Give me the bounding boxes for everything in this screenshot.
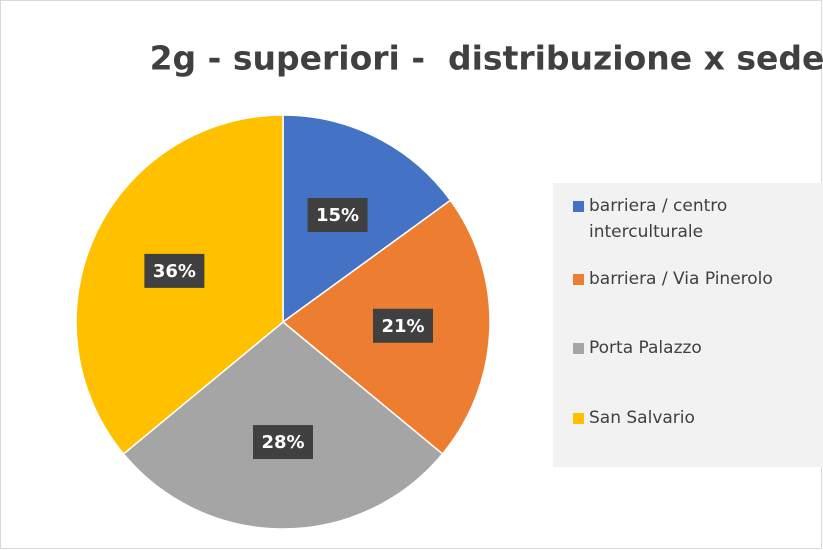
legend-label: San Salvario (589, 408, 695, 428)
data-label-box (373, 308, 434, 343)
legend-swatch (573, 413, 584, 424)
legend-item: San Salvario (573, 405, 823, 431)
legend-item: Porta Palazzo (573, 335, 823, 361)
data-label: 15% (316, 205, 359, 226)
chart-title: 2g - superiori - distribuzione x sede (150, 39, 823, 78)
data-label-box (307, 198, 368, 233)
legend: barriera / centro interculturale barriera… (553, 183, 823, 467)
data-label-box (144, 253, 205, 288)
legend-label: barriera / centro interculturale (589, 196, 728, 242)
legend-label: barriera / Via Pinerolo (589, 269, 773, 289)
legend-swatch (573, 274, 584, 285)
legend-swatch (573, 201, 584, 212)
data-label: 36% (153, 261, 196, 282)
legend-item: barriera / Via Pinerolo (573, 266, 823, 292)
data-label-box (253, 425, 313, 460)
legend-label: Porta Palazzo (589, 338, 702, 358)
legend-item: barriera / centro interculturale (573, 193, 823, 245)
data-label: 21% (381, 316, 424, 337)
legend-swatch (573, 343, 584, 354)
data-label: 28% (261, 432, 304, 453)
